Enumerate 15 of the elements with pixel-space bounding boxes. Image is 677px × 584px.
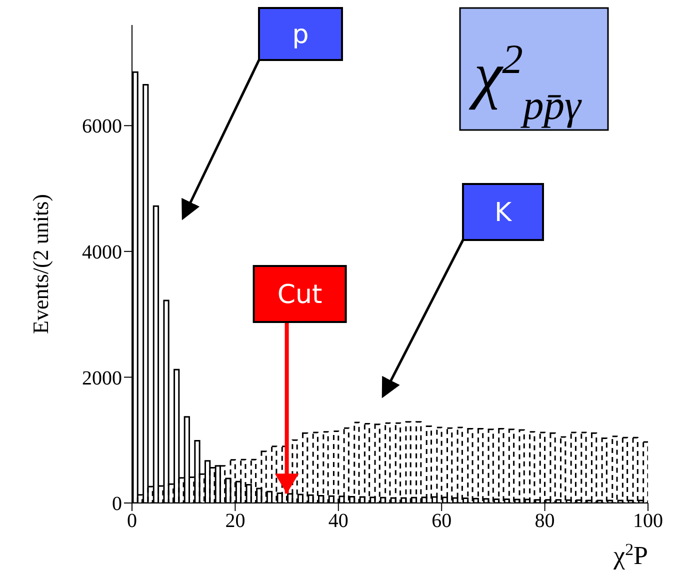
y-tick-label: 2000	[82, 367, 122, 390]
y-tick-label: 0	[112, 493, 122, 516]
x-tick-label: 20	[225, 510, 246, 532]
text: K	[494, 198, 512, 228]
x-tick-label: 40	[328, 510, 348, 532]
y-tick-label: 4000	[82, 242, 122, 264]
annotation: Cut	[277, 280, 322, 310]
x-tick-label: 0	[127, 510, 137, 532]
x-tick-label: 60	[432, 510, 452, 532]
x-axis-title: χ$^{2}$P	[612, 540, 648, 570]
x-tick-label: 80	[534, 510, 555, 532]
x-tick-label: 100	[633, 510, 663, 532]
text: p	[292, 20, 309, 50]
y-axis-title: Events/(2 units)	[28, 194, 53, 334]
y-tick-label: 6000	[82, 116, 122, 138]
